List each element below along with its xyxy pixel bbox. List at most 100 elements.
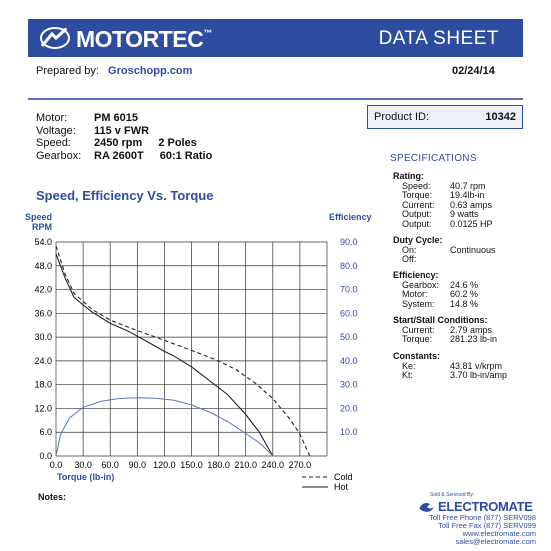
legend-hot-label: Hot [334, 482, 349, 492]
sold-serviced-label: Sold & Serviced By: [430, 492, 475, 498]
y-right-tick-label: 60.0 [340, 308, 358, 318]
eff-system-label: System: [402, 298, 435, 309]
distributor-website[interactable]: www.electromate.com [462, 529, 536, 538]
motor-label: Motor: [36, 112, 68, 124]
x-tick-label: 180.0 [207, 460, 230, 470]
y-right-tick-label: 20.0 [340, 403, 358, 413]
y-left-tick-label: 6.0 [39, 427, 52, 437]
y-right-tick-label: 90.0 [340, 237, 358, 247]
product-id-box: Product ID: 10342 [367, 105, 523, 129]
electromate-logo-icon [419, 502, 434, 512]
x-tick-label: 60.0 [101, 460, 119, 470]
series-line-cold [55, 245, 311, 457]
ke-label: Ke: [402, 360, 416, 371]
gearbox-value: RA 2600T [94, 149, 144, 162]
speed-efficiency-torque-chart: 0.0 30.0 60.0 90.0 120.0 150.0 180.0 210.0 240.0… [25, 212, 372, 492]
series-line-efficiency [55, 397, 274, 457]
spec-constants: Constants: Ke: 43.81 v/krpm Kt: 3.70 lb-in… [393, 351, 508, 381]
notes-label: Notes: [38, 492, 67, 502]
y-left-tick-label: 54.0 [34, 237, 52, 247]
spec-duty-cycle: Duty Cycle: On: Continuous Off: [393, 235, 496, 265]
speed-row: Speed: 2450 rpm 2 Poles [36, 137, 212, 150]
stall-torque-value: 281.23 lb-in [450, 334, 498, 344]
constants-heading: Constants: [393, 351, 440, 361]
distributor-email[interactable]: sales@electromate.com [455, 537, 536, 546]
brand-logo-text: MOTORTEC™ [76, 26, 212, 52]
y-right-tick-label: 70.0 [340, 285, 358, 295]
header-banner: MOTORTEC™ DATA SHEET [28, 19, 523, 57]
y-right-tick-label: 10.0 [340, 427, 358, 437]
eff-gearbox-value: 24.6 % [450, 279, 479, 290]
rating-current-label: Current: [402, 199, 435, 210]
x-tick-label: 120.0 [153, 460, 176, 470]
speed-label: Speed: [36, 137, 71, 149]
rating-speed-value: 40.7 rpm [450, 180, 486, 191]
y-left-tick-label: 30.0 [34, 332, 52, 342]
chart-series [55, 245, 311, 457]
rating-heading: Rating: [393, 171, 424, 181]
motor-value: PM 6015 [94, 112, 139, 124]
eff-gearbox-label: Gearbox: [402, 279, 440, 290]
rating-output-hp: 0.0125 HP [450, 218, 493, 229]
voltage-value: 115 v FWR [94, 124, 150, 137]
eff-system-value: 14.8 % [450, 298, 479, 309]
distributor-phone: Toll Free Phone (877) SERV098 [428, 513, 536, 522]
document-title: DATA SHEET [378, 28, 499, 49]
spec-stall: Start/Stall Conditions: Current: 2.79 amp… [393, 315, 498, 345]
y-right-tick-label: 80.0 [340, 261, 358, 271]
y-left-tick-label: 36.0 [34, 308, 52, 318]
distributor-block: Sold & Serviced By: ELECTROMATE Toll Fre… [418, 492, 542, 546]
prepared-by-label: Prepared by: [36, 65, 99, 77]
y-left-tick-label: 18.0 [34, 380, 52, 390]
duty-on-value: Continuous [450, 244, 496, 255]
x-tick-label: 0.0 [50, 460, 63, 470]
rating-current-value: 0.63 amps [450, 199, 493, 210]
eff-motor-value: 60.2 % [450, 289, 479, 299]
legend-cold-label: Cold [334, 472, 353, 482]
gearbox-label: Gearbox: [36, 149, 82, 162]
y-left-tick-label: 12.0 [34, 403, 52, 413]
duty-off-label: Off: [402, 254, 417, 264]
specifications-title: SPECIFICATIONS [390, 153, 477, 164]
rating-torque-value: 19.4lb-in [450, 190, 485, 200]
voltage-row: Voltage: 115 v FWR [36, 125, 212, 138]
motor-row: Motor: PM 6015 [36, 112, 212, 125]
y-axis-label-efficiency: Efficiency [329, 212, 372, 222]
kt-value: 3.70 lb-in/amp [450, 370, 508, 380]
prepared-by-link[interactable]: Groschopp.com [108, 65, 193, 77]
x-tick-label: 150.0 [180, 460, 203, 470]
y-left-tick-label: 48.0 [34, 261, 52, 271]
voltage-label: Voltage: [36, 124, 76, 137]
electromate-logo: ELECTROMATE [418, 499, 542, 514]
rating-output-label: Output: [402, 209, 432, 219]
rating-output-label: Output: [402, 218, 432, 229]
y-right-tick-label: 30.0 [340, 380, 358, 390]
rating-torque-label: Torque: [402, 190, 433, 200]
speed-value: 2450 rpm [94, 137, 143, 149]
x-axis-label: Torque (lb-in) [57, 472, 114, 482]
spec-rating: Rating: Speed: 40.7 rpm Torque: 19.4lb-in … [393, 171, 493, 229]
spec-efficiency: Efficiency: Gearbox: 24.6 % Motor: 60.2 % … [393, 270, 479, 309]
x-tick-label: 240.0 [262, 460, 285, 470]
stall-torque-label: Torque: [402, 334, 433, 344]
distributor-fax: Toll Free Fax (877) SERV099 [438, 521, 536, 530]
motor-info: Motor: PM 6015 Voltage: 115 v FWR Speed:… [36, 112, 212, 162]
gearbox-row: Gearbox: RA 2600T 60:1 Ratio [36, 150, 212, 163]
y-axis-label-rpm: RPM [32, 222, 52, 232]
rating-speed-label: Speed: [402, 180, 431, 191]
eff-motor-label: Motor: [402, 289, 428, 299]
y-axis-label-speed: Speed [25, 212, 52, 222]
y-left-tick-label: 24.0 [34, 356, 52, 366]
x-tick-label: 30.0 [74, 460, 92, 470]
chart-title: Speed, Efficiency Vs. Torque [36, 188, 214, 203]
stall-current-value: 2.79 amps [450, 324, 493, 335]
series-line-hot [55, 253, 274, 457]
y-left-tick-label: 0.0 [39, 451, 52, 461]
y-right-tick-label: 50.0 [340, 332, 358, 342]
rating-output-watts: 9 watts [450, 209, 479, 219]
poles-value: 2 Poles [158, 137, 197, 149]
document-date: 02/24/14 [452, 65, 495, 77]
x-tick-label: 210.0 [234, 460, 257, 470]
motortec-logo-icon [40, 27, 70, 49]
ratio-value: 60:1 Ratio [159, 149, 213, 162]
